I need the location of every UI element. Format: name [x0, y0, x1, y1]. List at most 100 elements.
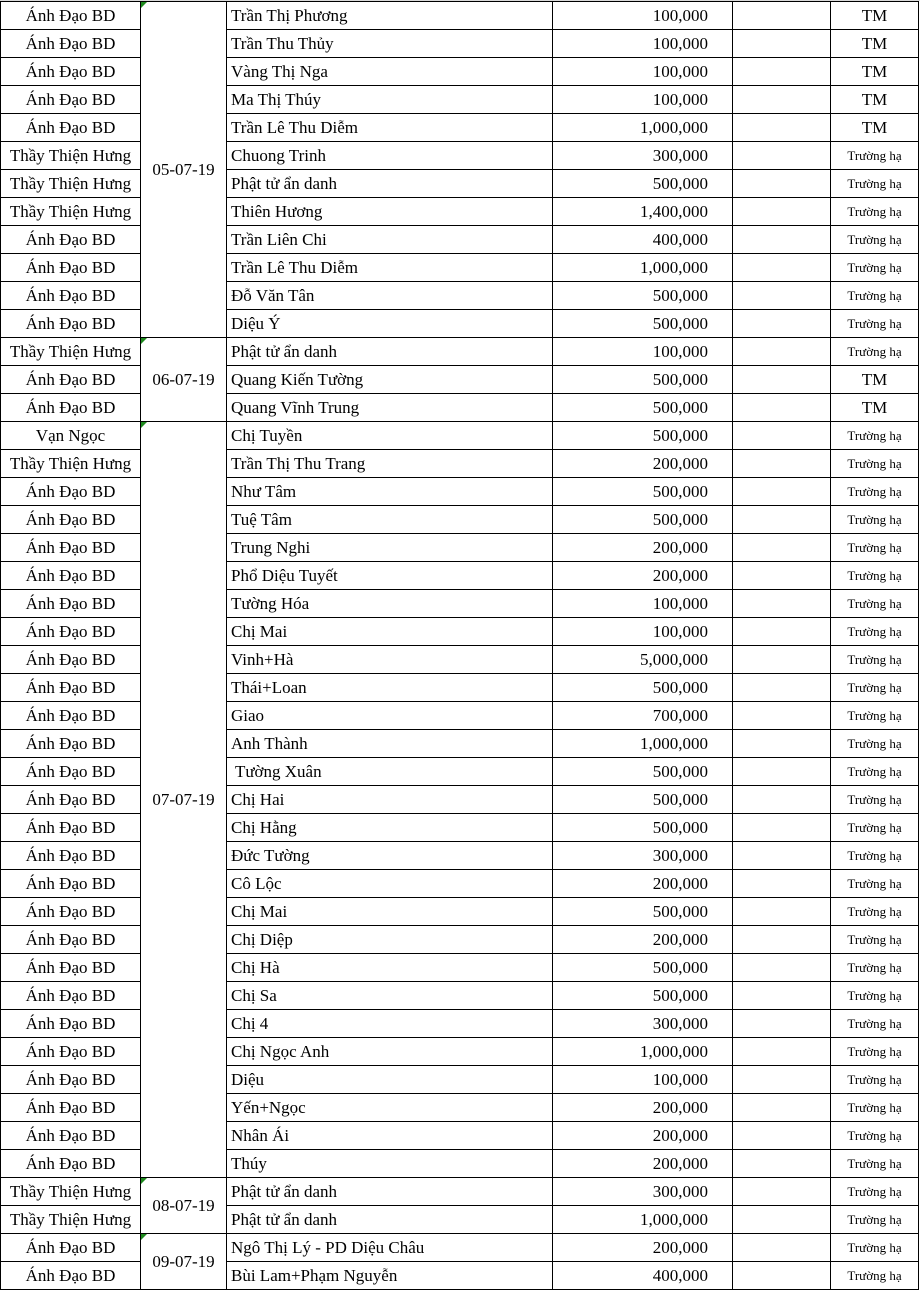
donor-name-cell[interactable]: Trần Lê Thu Diễm [226, 253, 553, 282]
empty-cell[interactable] [732, 1009, 831, 1038]
note-cell[interactable]: Trường hạ [830, 617, 919, 646]
amount-cell[interactable]: 500,000 [552, 953, 733, 982]
donor-name-cell[interactable]: Ma Thị Thúy [226, 85, 553, 114]
note-cell[interactable]: TM [830, 85, 919, 114]
empty-cell[interactable] [732, 449, 831, 478]
donor-name-cell[interactable]: Trần Thị Phương [226, 1, 553, 30]
source-cell[interactable]: Thầy Thiện Hưng [0, 337, 141, 366]
donor-name-cell[interactable]: Nhân Ái [226, 1121, 553, 1150]
date-cell[interactable]: 09-07-19 [140, 1233, 227, 1290]
source-cell[interactable]: Ánh Đạo BD [0, 393, 141, 422]
amount-cell[interactable]: 200,000 [552, 561, 733, 590]
amount-cell[interactable]: 1,000,000 [552, 253, 733, 282]
donor-name-cell[interactable]: Trung Nghi [226, 533, 553, 562]
amount-cell[interactable]: 400,000 [552, 225, 733, 254]
donor-name-cell[interactable]: Bùi Lam+Phạm Nguyễn [226, 1261, 553, 1290]
amount-cell[interactable]: 1,400,000 [552, 197, 733, 226]
donor-name-cell[interactable]: Phật tử ẩn danh [226, 169, 553, 198]
empty-cell[interactable] [732, 57, 831, 86]
date-cell[interactable]: 05-07-19 [140, 1, 227, 338]
source-cell[interactable]: Ánh Đạo BD [0, 813, 141, 842]
empty-cell[interactable] [732, 309, 831, 338]
note-cell[interactable]: Trường hạ [830, 953, 919, 982]
note-cell[interactable]: TM [830, 57, 919, 86]
amount-cell[interactable]: 500,000 [552, 505, 733, 534]
empty-cell[interactable] [732, 897, 831, 926]
note-cell[interactable]: Trường hạ [830, 281, 919, 310]
source-cell[interactable]: Thầy Thiện Hưng [0, 141, 141, 170]
donor-name-cell[interactable]: Trần Liên Chi [226, 225, 553, 254]
empty-cell[interactable] [732, 701, 831, 730]
empty-cell[interactable] [732, 29, 831, 58]
empty-cell[interactable] [732, 169, 831, 198]
amount-cell[interactable]: 100,000 [552, 1, 733, 30]
donor-name-cell[interactable]: Chị Mai [226, 617, 553, 646]
note-cell[interactable]: Trường hạ [830, 869, 919, 898]
source-cell[interactable]: Ánh Đạo BD [0, 729, 141, 758]
note-cell[interactable]: Trường hạ [830, 1149, 919, 1178]
donor-name-cell[interactable]: Đỗ Văn Tân [226, 281, 553, 310]
donor-name-cell[interactable]: Đức Tường [226, 841, 553, 870]
amount-cell[interactable]: 500,000 [552, 673, 733, 702]
note-cell[interactable]: Trường hạ [830, 1177, 919, 1206]
empty-cell[interactable] [732, 505, 831, 534]
note-cell[interactable]: Trường hạ [830, 225, 919, 254]
source-cell[interactable]: Ánh Đạo BD [0, 1037, 141, 1066]
amount-cell[interactable]: 500,000 [552, 981, 733, 1010]
empty-cell[interactable] [732, 757, 831, 786]
donor-name-cell[interactable]: Tường Hóa [226, 589, 553, 618]
source-cell[interactable]: Ánh Đạo BD [0, 1, 141, 30]
amount-cell[interactable]: 200,000 [552, 925, 733, 954]
source-cell[interactable]: Ánh Đạo BD [0, 925, 141, 954]
amount-cell[interactable]: 500,000 [552, 393, 733, 422]
amount-cell[interactable]: 100,000 [552, 29, 733, 58]
empty-cell[interactable] [732, 561, 831, 590]
donor-name-cell[interactable]: Yến+Ngọc [226, 1093, 553, 1122]
donor-name-cell[interactable]: Thiên Hương [226, 197, 553, 226]
note-cell[interactable]: TM [830, 29, 919, 58]
source-cell[interactable]: Ánh Đạo BD [0, 869, 141, 898]
empty-cell[interactable] [732, 925, 831, 954]
empty-cell[interactable] [732, 813, 831, 842]
note-cell[interactable]: Trường hạ [830, 813, 919, 842]
donor-name-cell[interactable]: Thúy [226, 1149, 553, 1178]
note-cell[interactable]: Trường hạ [830, 1009, 919, 1038]
source-cell[interactable]: Thầy Thiện Hưng [0, 449, 141, 478]
donor-name-cell[interactable]: Diệu [226, 1065, 553, 1094]
source-cell[interactable]: Ánh Đạo BD [0, 981, 141, 1010]
amount-cell[interactable]: 300,000 [552, 1009, 733, 1038]
empty-cell[interactable] [732, 1177, 831, 1206]
note-cell[interactable]: Trường hạ [830, 505, 919, 534]
note-cell[interactable]: Trường hạ [830, 1121, 919, 1150]
note-cell[interactable]: Trường hạ [830, 925, 919, 954]
amount-cell[interactable]: 100,000 [552, 337, 733, 366]
empty-cell[interactable] [732, 421, 831, 450]
note-cell[interactable]: Trường hạ [830, 1037, 919, 1066]
source-cell[interactable]: Ánh Đạo BD [0, 785, 141, 814]
empty-cell[interactable] [732, 225, 831, 254]
source-cell[interactable]: Ánh Đạo BD [0, 1261, 141, 1290]
source-cell[interactable]: Ánh Đạo BD [0, 1149, 141, 1178]
amount-cell[interactable]: 500,000 [552, 365, 733, 394]
donor-name-cell[interactable]: Chị Sa [226, 981, 553, 1010]
note-cell[interactable]: Trường hạ [830, 309, 919, 338]
source-cell[interactable]: Thầy Thiện Hưng [0, 1205, 141, 1234]
amount-cell[interactable]: 300,000 [552, 841, 733, 870]
donor-name-cell[interactable]: Vàng Thị Nga [226, 57, 553, 86]
empty-cell[interactable] [732, 673, 831, 702]
note-cell[interactable]: Trường hạ [830, 253, 919, 282]
note-cell[interactable]: Trường hạ [830, 841, 919, 870]
amount-cell[interactable]: 200,000 [552, 1149, 733, 1178]
note-cell[interactable]: TM [830, 1, 919, 30]
amount-cell[interactable]: 500,000 [552, 785, 733, 814]
donor-name-cell[interactable]: Chị Mai [226, 897, 553, 926]
donor-name-cell[interactable]: Chị Diệp [226, 925, 553, 954]
amount-cell[interactable]: 300,000 [552, 141, 733, 170]
note-cell[interactable]: Trường hạ [830, 673, 919, 702]
note-cell[interactable]: Trường hạ [830, 477, 919, 506]
donor-name-cell[interactable]: Trần Thu Thủy [226, 29, 553, 58]
source-cell[interactable]: Ánh Đạo BD [0, 29, 141, 58]
note-cell[interactable]: Trường hạ [830, 169, 919, 198]
note-cell[interactable]: Trường hạ [830, 981, 919, 1010]
amount-cell[interactable]: 200,000 [552, 869, 733, 898]
